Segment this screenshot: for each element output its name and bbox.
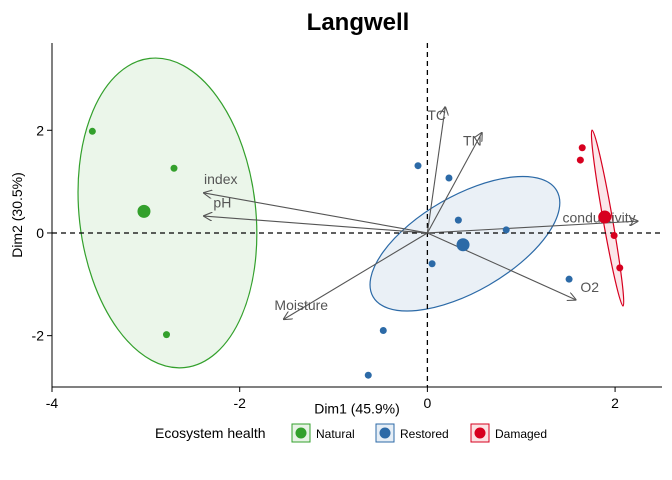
legend-marker-natural (295, 427, 307, 439)
plot-area: TCTNindexpHconductivityO2Moisture (52, 43, 662, 387)
legend-label-restored: Restored (400, 427, 449, 441)
loading-label-tc: TC (427, 107, 446, 123)
point-restored-5 (428, 260, 436, 268)
legend-marker-damaged (474, 427, 486, 439)
point-natural-3 (162, 331, 170, 339)
point-restored-1 (414, 162, 422, 170)
point-damaged-3 (610, 232, 618, 240)
confidence-ellipse-natural (77, 57, 258, 369)
legend-title: Ecosystem health (155, 425, 266, 441)
y-tick-label: -2 (32, 328, 45, 344)
loading-arrow-moisture (284, 232, 428, 319)
point-damaged-1 (578, 144, 586, 152)
legend: Ecosystem health Natural Restored Damage… (155, 423, 547, 443)
point-damaged-4 (616, 264, 624, 272)
loading-arrow-ph (204, 216, 428, 234)
point-natural-2 (170, 164, 178, 172)
loading-label-tn: TN (463, 133, 482, 149)
y-tick-label: 0 (36, 225, 44, 241)
legend-label-damaged: Damaged (495, 427, 547, 441)
loading-arrow-o2 (427, 232, 575, 300)
loading-arrow-index (204, 193, 428, 234)
point-damaged-2 (576, 156, 584, 164)
point-restored-3 (454, 216, 462, 224)
loading-label-o2: O2 (580, 279, 599, 295)
point-restored-2 (445, 174, 453, 182)
point-restored-7 (379, 327, 387, 335)
point-natural-1 (88, 127, 96, 135)
y-axis-title: Dim2 (30.5%) (9, 172, 25, 258)
loading-arrow-tc (426, 107, 445, 234)
centroid-damaged (598, 210, 612, 224)
x-axis-title: Dim1 (45.9%) (314, 400, 400, 416)
legend-label-natural: Natural (316, 427, 355, 441)
legend-marker-restored (379, 427, 391, 439)
loading-label-index: index (204, 171, 237, 187)
y-tick-label: 2 (36, 122, 44, 138)
point-restored-6 (565, 275, 573, 283)
x-tick-label: 0 (423, 395, 431, 411)
chart-title: Langwell (307, 9, 410, 36)
x-tick-label: -4 (46, 395, 59, 411)
point-restored-4 (502, 226, 510, 234)
loading-label-ph: pH (213, 194, 231, 210)
centroid-restored (456, 238, 470, 252)
centroid-natural (137, 204, 151, 218)
point-restored-8 (364, 371, 372, 379)
axes: -4 -2 0 2 -2 0 2 (32, 43, 662, 411)
x-tick-label: 2 (611, 395, 619, 411)
loading-label-moisture: Moisture (274, 297, 328, 313)
loading-arrow-tn (426, 133, 481, 234)
x-tick-label: -2 (233, 395, 246, 411)
